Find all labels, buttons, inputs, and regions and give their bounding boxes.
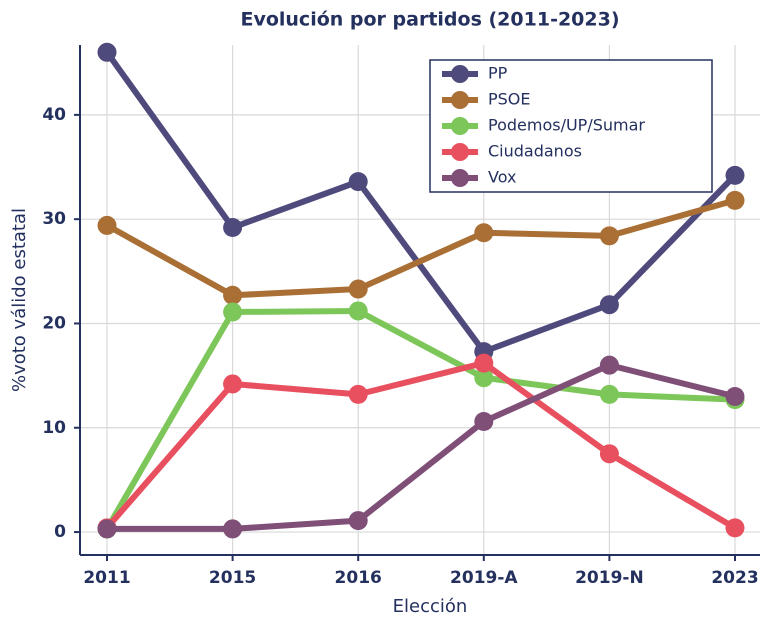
- series-line: [104, 307, 736, 531]
- data-point: [725, 386, 745, 406]
- data-point: [599, 444, 619, 464]
- data-point: [97, 519, 117, 539]
- data-point: [223, 302, 243, 322]
- data-point: [599, 384, 619, 404]
- data-point: [348, 384, 368, 404]
- data-point: [474, 412, 494, 432]
- x-tick-label: 2019-A: [450, 568, 518, 588]
- y-tick-label: 40: [42, 105, 66, 125]
- data-point: [599, 226, 619, 246]
- data-point: [474, 368, 494, 388]
- x-tick-label: 2023: [711, 568, 758, 588]
- data-point: [348, 511, 368, 531]
- legend-label: PSOE: [488, 90, 531, 109]
- data-point: [97, 42, 117, 62]
- x-tick-label: 2011: [83, 568, 130, 588]
- legend-label: PP: [488, 64, 508, 83]
- data-point: [474, 353, 494, 373]
- legend-label: Ciudadanos: [488, 142, 582, 161]
- data-point: [348, 279, 368, 299]
- x-tick-label: 2015: [209, 568, 256, 588]
- y-tick-label: 30: [42, 209, 66, 229]
- series-line: [105, 197, 736, 299]
- data-point: [725, 518, 745, 538]
- legend: PP PSOE Podemos/UP/Sumar Ciudadanos Vox: [429, 59, 713, 193]
- y-tick-label: 20: [42, 313, 66, 333]
- legend-label: Vox: [488, 168, 516, 187]
- data-point: [474, 223, 494, 243]
- x-axis-label: Elección: [393, 596, 468, 617]
- legend-marker: [451, 65, 469, 83]
- legend-marker: [451, 169, 469, 187]
- data-point: [223, 218, 243, 238]
- legend-marker: [451, 143, 469, 161]
- data-point: [223, 519, 243, 539]
- legend-marker: [451, 117, 469, 135]
- data-point: [348, 301, 368, 321]
- data-point: [725, 190, 745, 210]
- x-tick-label: 2016: [335, 568, 382, 588]
- data-point: [97, 215, 117, 235]
- data-point: [348, 172, 368, 192]
- series-line: [107, 362, 736, 532]
- y-tick-label: 0: [54, 522, 66, 542]
- x-tick-label: 2019-N: [575, 568, 644, 588]
- legend-marker: [451, 91, 469, 109]
- data-point: [599, 295, 619, 315]
- y-tick-label: 10: [42, 418, 66, 438]
- data-point: [223, 374, 243, 394]
- series-line: [104, 360, 737, 531]
- data-point: [599, 355, 619, 375]
- y-axis-label: %voto válido estatal: [9, 208, 30, 392]
- legend-label: Podemos/UP/Sumar: [488, 116, 645, 135]
- chart-title: Evolución por partidos (2011-2023): [240, 9, 619, 31]
- data-point: [223, 285, 243, 305]
- series-line: [104, 50, 738, 355]
- data-point: [725, 165, 745, 185]
